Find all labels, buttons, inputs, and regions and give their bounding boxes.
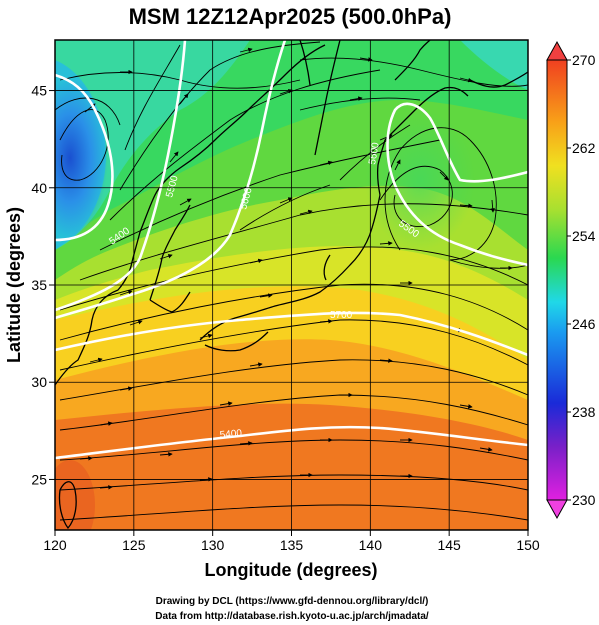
x-axis: 120 125 130 135 140 145 150 <box>43 530 540 553</box>
temperature-field <box>55 40 528 530</box>
colorbar-min-triangle <box>546 499 568 520</box>
colorbar-tick-label: 254 <box>572 228 596 244</box>
y-tick-label: 30 <box>31 374 47 390</box>
plot-area: 5400 5500 5600 5500 5600 5700 5400 <box>55 40 528 530</box>
x-tick-label: 150 <box>516 537 540 553</box>
y-tick-label: 40 <box>31 180 47 196</box>
colorbar-tick-label: 246 <box>572 316 596 332</box>
x-tick-label: 120 <box>43 537 67 553</box>
colorbar-tick-label: 262 <box>572 140 596 156</box>
x-tick-label: 125 <box>122 537 146 553</box>
colorbar-tick-label: 230 <box>572 492 596 508</box>
colorbar-scale <box>546 59 568 501</box>
contour-label-5600-east: 5600 <box>367 141 382 165</box>
y-axis: 25 30 35 40 45 <box>31 83 55 487</box>
x-axis-label: Longitude (degrees) <box>204 560 377 580</box>
x-tick-label: 130 <box>201 537 225 553</box>
contour-label-5700-middle: 5700 <box>330 310 353 321</box>
y-tick-label: 35 <box>31 277 47 293</box>
colorbar-tick-label: 270 <box>572 52 596 68</box>
coastlines <box>55 40 528 530</box>
colorbar-tick-label: 238 <box>572 404 596 420</box>
lat-lon-grid <box>55 40 528 530</box>
y-axis-label: Latitude (degrees) <box>4 207 24 363</box>
credit-drawing: Drawing by DCL (https://www.gfd-dennou.o… <box>156 596 429 607</box>
x-tick-label: 135 <box>280 537 304 553</box>
height-contours <box>55 40 528 460</box>
contour-label-5400-south: 5400 <box>219 428 243 441</box>
figure-title: MSM 12Z12Apr2025 (500.0hPa) <box>129 4 452 29</box>
colorbar-max-triangle <box>546 40 568 61</box>
y-tick-label: 25 <box>31 471 47 487</box>
credit-data: Data from http://database.rish.kyoto-u.a… <box>155 611 429 622</box>
x-tick-label: 140 <box>359 537 383 553</box>
y-tick-label: 45 <box>31 83 47 99</box>
x-tick-label: 145 <box>437 537 461 553</box>
colorbar: 230 238 246 254 262 270 <box>546 40 596 520</box>
